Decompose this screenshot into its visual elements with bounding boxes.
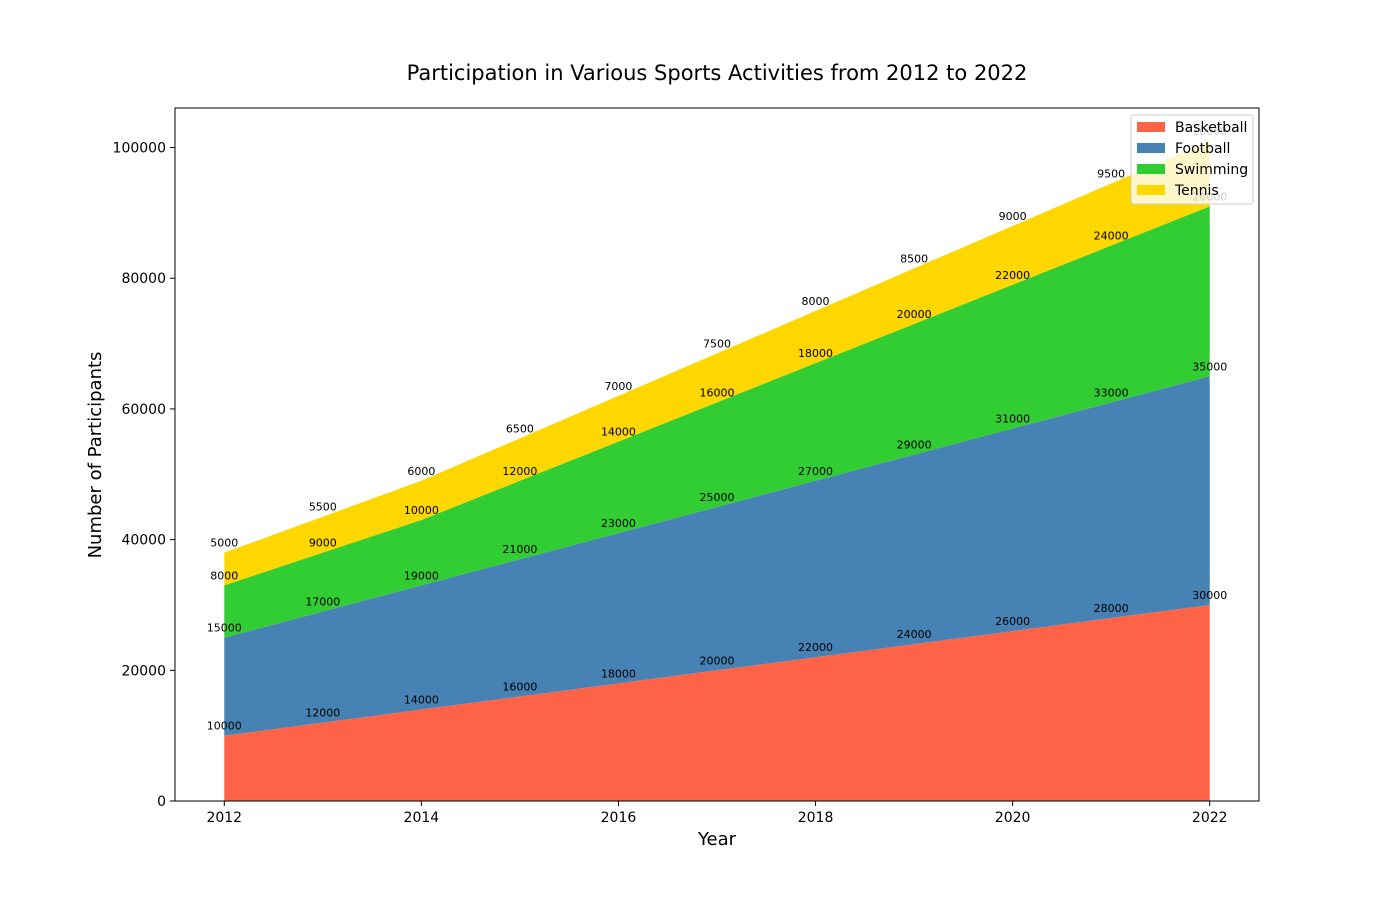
data-label-football: 23000 [601,517,636,530]
data-label-basketball: 24000 [897,628,932,641]
data-label-football: 31000 [995,413,1030,426]
axes-layer: 2012 2014 2016 2018 2020 2022 0 20000 40000 60000… [113,107,1260,826]
data-label-football: 17000 [305,596,340,609]
data-label-football: 19000 [404,569,439,582]
x-tick-label: 2014 [404,810,440,826]
area-basketball [224,604,1210,801]
data-label-tennis: 8500 [900,252,928,265]
data-label-swimming: 24000 [1094,230,1129,243]
data-label-swimming: 18000 [798,347,833,360]
legend-swatch-tennis [1137,185,1165,195]
legend-swatch-basketball [1137,122,1165,132]
legend-box [1130,114,1254,205]
data-label-tennis: 9500 [1097,167,1125,180]
data-label-football: 15000 [207,622,242,635]
data-label-tennis: 7000 [604,380,632,393]
legend-swatch-swimming [1137,164,1165,174]
y-tick-label: 100000 [113,141,166,157]
y-tick-label: 20000 [121,663,166,679]
data-label-tennis: 7500 [703,337,731,350]
data-label-basketball: 14000 [404,694,439,707]
data-label-football: 35000 [1192,360,1227,373]
y-tick-label: 0 [157,794,166,810]
x-tick-label: 2012 [206,810,242,826]
legend-label-tennis: Tennis [1174,183,1219,199]
data-label-swimming: 16000 [700,386,735,399]
x-tick-label: 2022 [1192,810,1228,826]
x-tick-label: 2020 [995,810,1031,826]
data-labels-layer: 10000 12000 14000 16000 18000 20000 22000 24000… [207,125,1227,733]
legend-swatch-football [1137,143,1165,153]
data-label-swimming: 10000 [404,504,439,517]
data-label-basketball: 12000 [305,707,340,720]
data-label-basketball: 16000 [502,680,537,693]
x-axis-label: Year [697,829,737,850]
legend-label-football: Football [1175,141,1230,157]
y-tick-label: 40000 [121,533,166,549]
data-label-tennis: 6500 [506,422,534,435]
data-label-basketball: 30000 [1192,589,1227,602]
y-tick-label: 80000 [121,271,166,287]
data-label-basketball: 26000 [995,615,1030,628]
data-label-basketball: 10000 [207,720,242,733]
x-tick-label: 2018 [798,810,834,826]
data-label-tennis: 6000 [407,465,435,478]
data-label-basketball: 20000 [700,654,735,667]
data-label-football: 33000 [1094,386,1129,399]
data-label-tennis: 9000 [999,210,1027,223]
data-label-football: 29000 [897,439,932,452]
data-label-football: 21000 [502,543,537,556]
area-football [224,376,1210,736]
data-label-swimming: 9000 [309,537,337,550]
data-label-tennis: 8000 [802,295,830,308]
data-label-basketball: 28000 [1094,602,1129,615]
area-swimming [224,206,1210,638]
legend-label-swimming: Swimming [1175,162,1248,178]
area-tennis [224,141,1210,586]
legend-label-basketball: Basketball [1175,120,1247,136]
data-label-football: 27000 [798,465,833,478]
chart-title: Participation in Various Sports Activiti… [407,61,1028,85]
data-label-swimming: 14000 [601,426,636,439]
areas-layer [224,141,1210,801]
data-label-basketball: 18000 [601,667,636,680]
legend: Basketball Football Swimming Tennis [1130,114,1254,205]
plot-frame [174,107,1260,802]
y-axis-label: Number of Participants [85,352,106,559]
data-label-swimming: 12000 [502,465,537,478]
x-tick-label: 2016 [601,810,637,826]
data-label-basketball: 22000 [798,641,833,654]
data-label-tennis: 5000 [210,537,238,550]
data-label-swimming: 22000 [995,269,1030,282]
data-label-football: 25000 [700,491,735,504]
data-label-swimming: 8000 [210,569,238,582]
data-label-tennis: 5500 [309,501,337,514]
y-tick-label: 60000 [121,402,166,418]
data-label-swimming: 20000 [897,308,932,321]
